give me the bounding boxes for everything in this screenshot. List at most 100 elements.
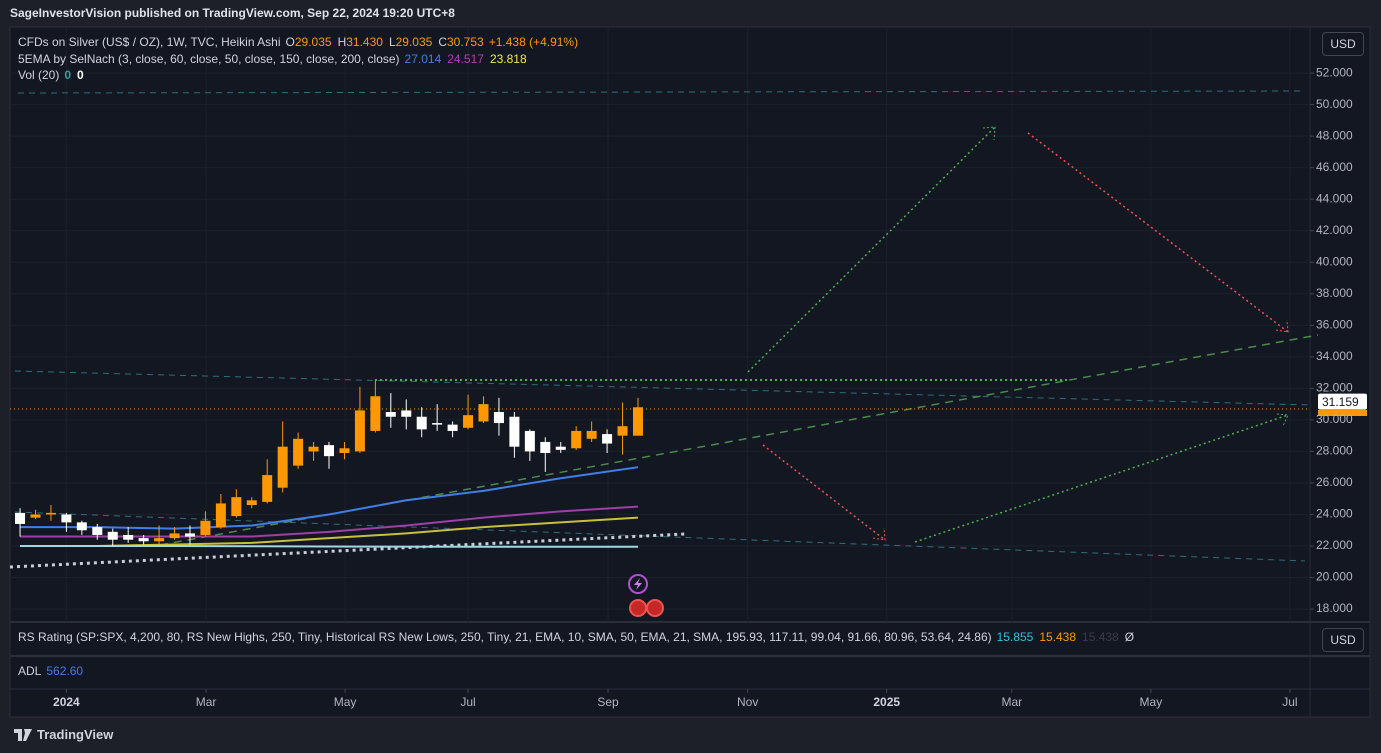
candle-body — [30, 514, 41, 518]
ohlc-key: C — [438, 35, 447, 49]
y-tick-label: 18.000 — [1316, 601, 1353, 615]
adl-value: 562.60 — [46, 664, 84, 678]
ohlc-item: C30.753 — [438, 35, 483, 49]
candle-body — [571, 430, 582, 449]
candle-body — [324, 445, 335, 457]
candle-body — [339, 448, 350, 454]
y-tick-label: 42.000 — [1316, 223, 1353, 237]
y-tick-label: 26.000 — [1316, 475, 1353, 489]
y-tick-label: 22.000 — [1316, 538, 1353, 552]
candle-body — [478, 404, 489, 422]
adl-title: ADL — [18, 664, 42, 678]
x-tick-label: Nov — [737, 695, 758, 709]
x-tick-label: Jul — [1282, 695, 1297, 709]
candle-body — [463, 415, 474, 428]
currency-button[interactable]: USD — [1322, 628, 1364, 652]
flag-icon — [629, 599, 647, 617]
ohlc-value: 30.753 — [447, 35, 484, 49]
x-tick-label: Sep — [597, 695, 619, 709]
ohlc-item: H31.430 — [338, 35, 383, 49]
ema-value: 24.517 — [447, 52, 484, 66]
candle-body — [200, 520, 211, 535]
brand-logo — [14, 728, 32, 741]
candle-body — [540, 441, 551, 454]
candle-body — [45, 512, 56, 515]
candle-body — [493, 412, 504, 424]
legend-symbol-row: CFDs on Silver (US$ / OZ), 1W, TVC, Heik… — [18, 35, 578, 49]
currency-button[interactable]: USD — [1322, 32, 1364, 56]
x-tick-label: 2025 — [873, 695, 900, 709]
brand-name: TradingView — [37, 727, 114, 742]
candle-body — [308, 446, 319, 452]
trendline — [17, 90, 1306, 94]
event-icons — [628, 574, 664, 617]
ema-value: 27.014 — [404, 52, 442, 66]
x-tick-label: 2024 — [53, 695, 80, 709]
arrow-head — [872, 527, 886, 541]
footer: TradingView — [14, 727, 113, 742]
x-tick-label: Mar — [196, 695, 217, 709]
ohlc-item: O29.035 — [286, 35, 332, 49]
change: +1.438 (+4.91%) — [488, 35, 579, 49]
y-tick-label: 46.000 — [1316, 160, 1353, 174]
y-tick-label: 20.000 — [1316, 570, 1353, 584]
rs-legend: RS Rating (SP:SPX, 4,200, 80, RS New Hig… — [18, 630, 1134, 644]
candle-body — [370, 396, 381, 431]
y-tick-label: 48.000 — [1316, 128, 1353, 142]
header-text: SageInvestorVision published on TradingV… — [10, 6, 455, 20]
y-tick-label: 44.000 — [1316, 191, 1353, 205]
projection-arrow — [762, 444, 886, 541]
candle-body — [154, 538, 165, 542]
candle-body — [246, 500, 257, 506]
rs-value: 15.438 — [1039, 630, 1077, 644]
publish-header: SageInvestorVision published on TradingV… — [10, 6, 455, 20]
vol-value: 0 — [77, 68, 84, 82]
candle-body — [509, 416, 520, 447]
y-tick-label: 50.000 — [1316, 97, 1353, 111]
candle-body — [169, 533, 180, 539]
candle-body — [215, 503, 226, 528]
last-price-label: 31.159 — [1322, 395, 1359, 409]
candle-body — [15, 512, 26, 524]
chart-frame — [9, 26, 1371, 718]
projection-arrow — [914, 414, 1289, 543]
candle-body — [262, 475, 273, 502]
y-tick-label: 38.000 — [1316, 286, 1353, 300]
y-tick-label: 40.000 — [1316, 254, 1353, 268]
event-icon — [634, 578, 642, 590]
ema-line — [20, 466, 639, 530]
y-tick-label: 36.000 — [1316, 317, 1353, 331]
ohlc-value: 29.035 — [395, 35, 433, 49]
x-tick-label: May — [1140, 695, 1163, 709]
rs-title: RS Rating (SP:SPX, 4,200, 80, RS New Hig… — [18, 630, 992, 644]
ohlc-value: 29.035 — [294, 35, 332, 49]
y-tick-label: 28.000 — [1316, 444, 1353, 458]
candle-body — [385, 412, 396, 417]
y-tick-label: 32.000 — [1316, 381, 1353, 395]
candle-body — [432, 423, 443, 425]
ohlc-key: L — [388, 35, 396, 49]
last-price-tag — [1318, 393, 1367, 410]
candle-body — [416, 416, 427, 430]
flag-icon — [646, 599, 664, 617]
candle-body — [61, 514, 72, 523]
arrow-head — [1275, 319, 1289, 333]
candle-body — [617, 426, 628, 436]
candle-body — [107, 531, 118, 540]
candle-body — [524, 430, 535, 452]
vol-title: Vol (20) — [18, 68, 60, 82]
rs-value: 15.855 — [996, 630, 1034, 644]
ema-title: 5EMA by SelNach (3, close, 60, close, 50… — [18, 52, 400, 66]
candle-body — [586, 430, 597, 439]
ohlc-key: O — [285, 35, 295, 49]
candle-body — [231, 497, 242, 517]
symbol-name: CFDs on Silver (US$ / OZ), 1W, TVC, Heik… — [18, 35, 281, 49]
arrow-head — [982, 126, 996, 141]
ohlc-value: 31.430 — [346, 35, 383, 49]
candle-body — [293, 438, 304, 466]
vol-value: 0 — [64, 68, 72, 82]
candle-body — [602, 434, 613, 444]
